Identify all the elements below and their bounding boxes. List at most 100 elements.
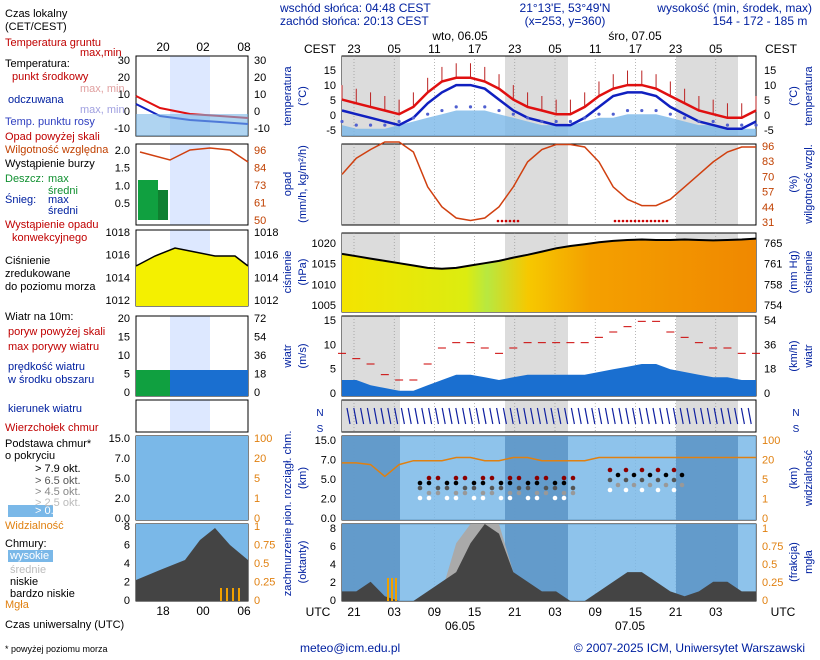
cloud-base-dot <box>453 495 459 501</box>
cloud-base-dot <box>655 467 661 473</box>
dew-point <box>625 108 630 113</box>
cloud-base-dot <box>516 490 522 496</box>
legend-tick-bottom: 00 <box>196 604 210 618</box>
cloud-base-dot <box>607 477 613 483</box>
axis-tick: 2 <box>330 577 336 589</box>
legend-text: Opad powyżej skali <box>5 131 100 143</box>
cloud-base-dot <box>444 480 450 486</box>
axis-tick: 0 <box>330 595 336 607</box>
legend-text: poryw powyżej skali <box>8 326 105 338</box>
fog-bar <box>395 578 397 601</box>
dew-point <box>668 112 672 116</box>
axis-tick: 15.0 <box>109 433 130 445</box>
axis-tick: 5 <box>764 95 770 107</box>
dew-point <box>611 112 615 116</box>
legend-text: niskie <box>10 576 38 588</box>
axis-title-right: (°C) <box>788 86 800 106</box>
wind-arrow <box>543 407 548 425</box>
legend-text: max <box>48 194 69 206</box>
legend-tick-top: 20 <box>156 40 170 54</box>
axis-tick: 15 <box>324 315 336 327</box>
axis-tick: 0.75 <box>762 541 783 553</box>
wind-arrow <box>720 407 725 425</box>
wind-arrow <box>740 407 745 425</box>
hour-tick-bottom: 15 <box>468 605 482 619</box>
axis-title-right: (frakcja) <box>788 542 800 582</box>
axis-tick: 761 <box>764 259 782 271</box>
fog-bar <box>391 578 393 601</box>
legend-fog-bar <box>220 588 222 601</box>
axis-tick: 18 <box>254 369 266 381</box>
axis-title-right: (%) <box>788 175 800 192</box>
axis-tick: 0.5 <box>762 559 777 571</box>
axis-tick: -10 <box>114 123 130 135</box>
cloud-base-dot <box>444 485 450 491</box>
axis-tick: 57 <box>762 187 774 199</box>
cloud-base-dot <box>426 490 432 496</box>
legend-day-band <box>170 144 210 225</box>
axis-tick: 5 <box>330 95 336 107</box>
axis-tick: -10 <box>254 123 270 135</box>
cloud-base-dot <box>435 475 441 481</box>
wind-arrow <box>584 407 589 425</box>
axis-tick: 2.0 <box>321 494 336 506</box>
wind-arrow <box>700 407 705 425</box>
cloud-base-dot <box>480 490 486 496</box>
hour-tick-top: 05 <box>709 42 723 56</box>
storm-dot <box>661 219 665 223</box>
wind-arrow <box>475 407 480 425</box>
wind-arrow <box>407 407 412 425</box>
cloud-base-dot <box>453 475 459 481</box>
hour-tick-top: 23 <box>669 42 683 56</box>
legend-text: Chmury: <box>5 538 47 550</box>
axis-tick: 758 <box>764 279 782 291</box>
temp-felt-line <box>341 83 757 130</box>
axis-tick: 765 <box>764 238 782 250</box>
wind-arrow <box>509 407 514 425</box>
storm-dot <box>629 219 633 223</box>
day-label: wto, 06.05 <box>431 29 488 43</box>
hour-tick-top: 17 <box>629 42 643 56</box>
axis-tick: 61 <box>254 198 266 210</box>
legend-text: (CET/CEST) <box>5 21 67 33</box>
legend-text: > 6.5 okt. <box>35 475 81 487</box>
legend-text: Czas uniwersalny (UTC) <box>5 619 124 631</box>
legend-text: w środku obszaru <box>7 374 94 386</box>
axis-tick: 0.75 <box>254 540 275 552</box>
dew-point <box>340 119 344 124</box>
cloud-base-dot <box>671 477 677 483</box>
dew-point <box>654 108 658 113</box>
wind-arrow <box>373 407 378 425</box>
wind-arrow <box>441 407 446 425</box>
dew-point <box>368 123 373 127</box>
dew-point <box>754 123 758 127</box>
dew-point <box>568 119 573 124</box>
visibility-line <box>342 456 756 478</box>
axis-tick: 0 <box>762 513 768 525</box>
dew-point <box>525 116 530 120</box>
compass-icon: N <box>792 408 799 419</box>
cloud-base-dot <box>534 490 540 496</box>
hour-tick-bottom: 15 <box>629 605 643 619</box>
legend-text: > 0.1 okt. <box>35 505 81 517</box>
legend-text: Temperatura gruntu <box>5 37 101 49</box>
legend-text: Temperatura: <box>5 58 70 70</box>
axis-tick: 54 <box>254 332 266 344</box>
axis-tick: 31 <box>762 217 774 229</box>
cloud-base-dot <box>570 485 576 491</box>
dew-point <box>540 119 544 124</box>
legend-fog-bar <box>232 588 234 601</box>
axis-tick: 1.5 <box>115 163 130 175</box>
hour-tick-top: 23 <box>508 42 522 56</box>
wind-arrow <box>598 407 603 425</box>
cloud-base-dot <box>534 495 540 501</box>
cloud-base-dot <box>462 485 468 491</box>
wind-arrow <box>360 407 365 425</box>
wind-arrow <box>536 407 541 425</box>
hour-tick-top: 23 <box>347 42 361 56</box>
wind-arrow <box>530 407 535 425</box>
axis-tick: 4 <box>124 558 130 570</box>
axis-tick: -5 <box>326 125 336 137</box>
hour-tick-bottom: 03 <box>388 605 402 619</box>
